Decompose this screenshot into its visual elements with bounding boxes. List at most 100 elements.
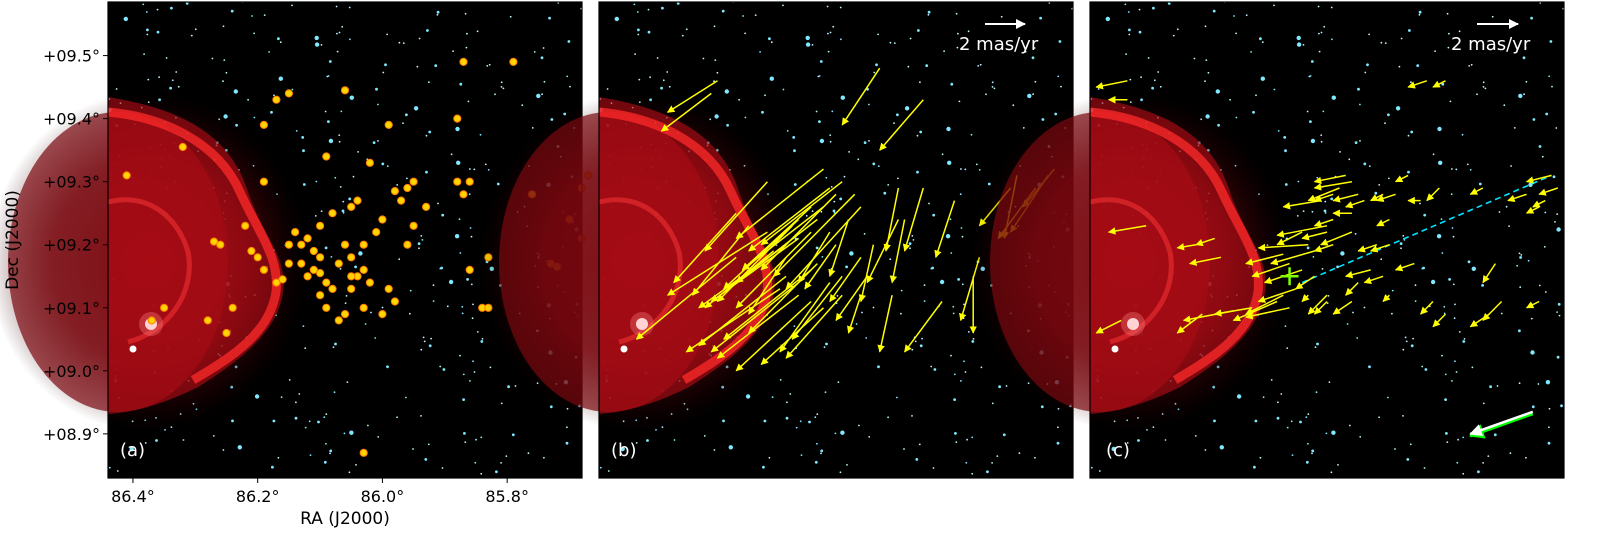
star bbox=[505, 455, 508, 457]
star bbox=[1034, 456, 1036, 459]
proper-motion-arrow bbox=[704, 181, 768, 252]
star bbox=[863, 233, 866, 235]
star bbox=[789, 393, 792, 395]
star bbox=[1111, 345, 1119, 353]
star bbox=[811, 44, 814, 46]
star bbox=[1259, 37, 1262, 41]
star bbox=[1056, 441, 1060, 445]
star bbox=[764, 94, 766, 97]
proper-motion-arrow bbox=[760, 193, 837, 271]
star bbox=[1489, 385, 1492, 389]
star bbox=[967, 30, 970, 33]
star bbox=[911, 348, 914, 351]
star bbox=[1323, 25, 1326, 28]
proper-motion-arrow bbox=[1307, 187, 1340, 202]
star bbox=[666, 71, 669, 73]
star bbox=[1445, 432, 1448, 435]
path-line bbox=[1301, 174, 1552, 284]
member-marker bbox=[309, 265, 318, 274]
member-marker bbox=[278, 275, 287, 284]
star bbox=[840, 430, 845, 435]
star bbox=[1482, 462, 1484, 464]
star bbox=[1468, 65, 1471, 67]
member-marker bbox=[403, 183, 412, 193]
star bbox=[467, 100, 470, 103]
star bbox=[304, 426, 307, 429]
star bbox=[785, 416, 789, 420]
star bbox=[1235, 32, 1237, 35]
star bbox=[268, 51, 270, 53]
y-tick-label: +09.4° bbox=[43, 110, 100, 129]
member-marker bbox=[409, 221, 418, 230]
star bbox=[1283, 136, 1287, 139]
star bbox=[1039, 16, 1042, 20]
star bbox=[873, 71, 876, 74]
star bbox=[430, 337, 432, 340]
star bbox=[1409, 443, 1412, 446]
star bbox=[744, 32, 746, 35]
proper-motion-arrow bbox=[1507, 193, 1527, 202]
star bbox=[253, 32, 256, 35]
proper-motion-arrow bbox=[1344, 199, 1365, 209]
star bbox=[428, 130, 432, 134]
star bbox=[1359, 103, 1361, 106]
star bbox=[949, 218, 952, 221]
star bbox=[1462, 436, 1465, 439]
member-marker bbox=[347, 202, 356, 211]
star bbox=[839, 197, 843, 201]
star bbox=[829, 31, 832, 34]
star bbox=[868, 103, 870, 106]
star bbox=[382, 71, 385, 74]
star bbox=[795, 426, 798, 429]
star bbox=[819, 138, 825, 144]
star bbox=[914, 340, 917, 343]
star bbox=[304, 347, 307, 349]
proper-motion-arrow bbox=[660, 92, 712, 132]
star bbox=[662, 79, 665, 82]
star bbox=[830, 186, 833, 188]
star bbox=[223, 59, 226, 61]
star bbox=[1441, 252, 1444, 254]
star bbox=[1012, 104, 1015, 107]
star bbox=[456, 160, 461, 165]
star bbox=[295, 401, 297, 404]
star bbox=[1219, 445, 1224, 450]
proper-motion-arrow bbox=[723, 269, 812, 340]
star bbox=[909, 37, 912, 40]
proper-motion-arrow bbox=[1276, 225, 1328, 238]
star bbox=[156, 8, 159, 11]
star bbox=[1322, 110, 1325, 113]
star bbox=[123, 16, 128, 22]
star bbox=[1307, 442, 1309, 445]
star bbox=[1462, 340, 1466, 343]
star bbox=[480, 436, 483, 439]
star bbox=[1513, 127, 1516, 129]
y-tick-label: +09.1° bbox=[43, 299, 100, 318]
star bbox=[744, 116, 747, 119]
star bbox=[566, 426, 568, 429]
star bbox=[436, 13, 439, 16]
member-marker bbox=[259, 120, 268, 130]
star bbox=[301, 136, 305, 139]
star bbox=[620, 345, 628, 353]
star bbox=[1245, 14, 1248, 16]
star bbox=[324, 246, 328, 250]
star bbox=[900, 312, 902, 315]
star bbox=[820, 210, 823, 213]
proper-motion-arrow bbox=[1313, 243, 1334, 253]
star bbox=[1205, 59, 1208, 61]
star bbox=[887, 184, 890, 186]
star bbox=[713, 449, 716, 451]
proper-motion-arrow bbox=[1525, 206, 1540, 214]
star bbox=[971, 472, 974, 475]
panel-b-label: (b) bbox=[611, 440, 636, 461]
star bbox=[1451, 168, 1453, 170]
member-marker bbox=[316, 269, 325, 278]
star bbox=[1204, 80, 1206, 83]
proper-motion-arrow bbox=[1270, 250, 1315, 266]
member-marker bbox=[284, 259, 293, 268]
star bbox=[716, 71, 719, 74]
member-marker bbox=[365, 278, 374, 287]
proper-motion-arrow bbox=[1382, 294, 1391, 303]
star bbox=[1309, 120, 1312, 123]
